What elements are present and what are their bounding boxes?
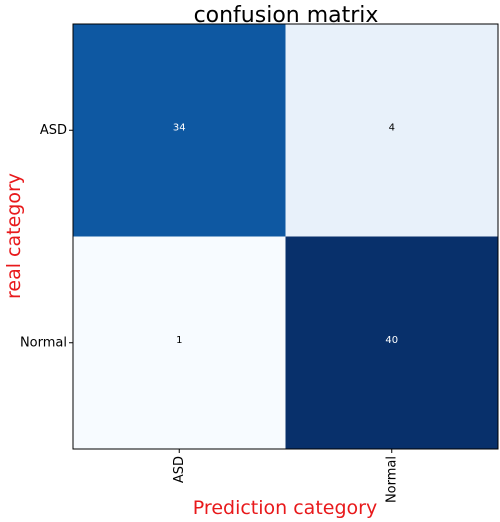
x-tick-label: Normal (384, 456, 399, 503)
cell-value-labels: 34 4 1 40 (173, 122, 398, 346)
heatmap-cell (73, 24, 286, 237)
cell-value-label: 34 (173, 122, 186, 133)
heatmap-cells (73, 24, 498, 449)
y-tick-label: ASD (40, 123, 67, 138)
cell-value-label: 40 (385, 335, 398, 346)
y-axis-label: real category (3, 173, 25, 299)
plot-frame (72, 23, 499, 450)
heatmap-cell (285, 24, 498, 237)
cell-value-label: 4 (389, 122, 395, 133)
x-axis-ticks: ASD Normal (172, 449, 399, 503)
heatmap-cell (73, 236, 286, 449)
x-axis-label: Prediction category (193, 497, 377, 519)
cell-value-label: 1 (176, 335, 182, 346)
heatmap-cell (285, 236, 498, 449)
y-axis-ticks: ASD Normal (20, 123, 73, 350)
x-tick-label: ASD (172, 456, 187, 483)
y-tick-label: Normal (20, 335, 67, 350)
